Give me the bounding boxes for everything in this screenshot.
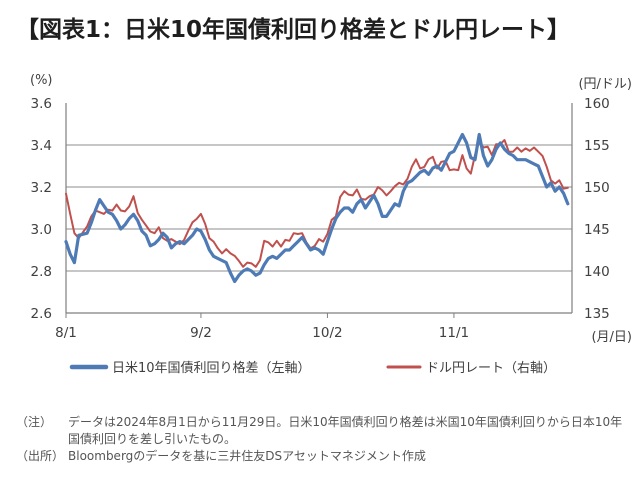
gridlines: [66, 144, 572, 272]
left-tick-label: 3.2: [31, 180, 52, 196]
left-tick-label: 3.4: [31, 138, 52, 154]
right-tick-label: 160: [584, 96, 610, 112]
plot-frame: [65, 103, 573, 314]
x-tick-label: 8/1: [55, 325, 77, 341]
right-tick-label: 150: [584, 180, 610, 196]
left-tick-label: 3.6: [31, 96, 52, 112]
left-tick-label: 2.8: [31, 264, 52, 280]
right-y-axis: (円/ドル) 135 140 145 150 155 160: [578, 77, 632, 322]
right-axis-unit: (円/ドル): [578, 77, 632, 92]
x-tick-label: 11/1: [439, 325, 469, 341]
right-tick-label: 155: [584, 138, 610, 154]
note-text: データは2024年8月1日から11月29日。日米10年国債利回り格差は米国10年…: [68, 415, 623, 446]
usdjpy-line: [65, 139, 569, 268]
left-tick-label: 2.6: [31, 306, 52, 322]
footnotes: （注） データは2024年8月1日から11月29日。日米10年国債利回り格差は米…: [16, 414, 630, 465]
line-chart: (%) 2.6 2.8 3.0 3.2 3.4 3.6 (円/ドル) 135 140 145 150…: [30, 73, 632, 376]
source-label: （出所）: [16, 449, 65, 463]
x-tick-label: 10/2: [312, 325, 342, 341]
left-y-axis: (%) 2.6 2.8 3.0 3.2 3.4 3.6: [30, 73, 53, 322]
legend: 日米10年国債利回り格差（左軸） ドル円レート（右軸）: [69, 360, 556, 376]
right-tick-label: 145: [584, 222, 610, 238]
source-row: （出所） Bloombergのデータを基に三井住友DSアセットマネジメント作成: [16, 448, 630, 465]
chart-title: 【図表1：日米10年国債利回り格差とドル円レート】: [16, 17, 571, 43]
series-lines: [64, 132, 570, 284]
note-row: （注） データは2024年8月1日から11月29日。日米10年国債利回り格差は米…: [16, 414, 630, 448]
left-tick-label: 3.0: [31, 222, 52, 238]
legend-label: ドル円レート（右軸）: [426, 361, 556, 376]
x-axis: 8/1 9/2 10/2 11/1 (月/日): [55, 313, 632, 345]
note-label: （注）: [16, 415, 53, 429]
x-tick-label: 9/2: [190, 325, 212, 341]
right-tick-label: 135: [584, 306, 610, 322]
right-tick-label: 140: [584, 264, 610, 280]
source-text: Bloombergのデータを基に三井住友DSアセットマネジメント作成: [68, 449, 426, 463]
legend-label: 日米10年国債利回り格差（左軸）: [112, 360, 311, 376]
x-axis-unit: (月/日): [591, 330, 632, 345]
left-axis-unit: (%): [30, 73, 53, 88]
yield-spread-line: [64, 132, 570, 284]
